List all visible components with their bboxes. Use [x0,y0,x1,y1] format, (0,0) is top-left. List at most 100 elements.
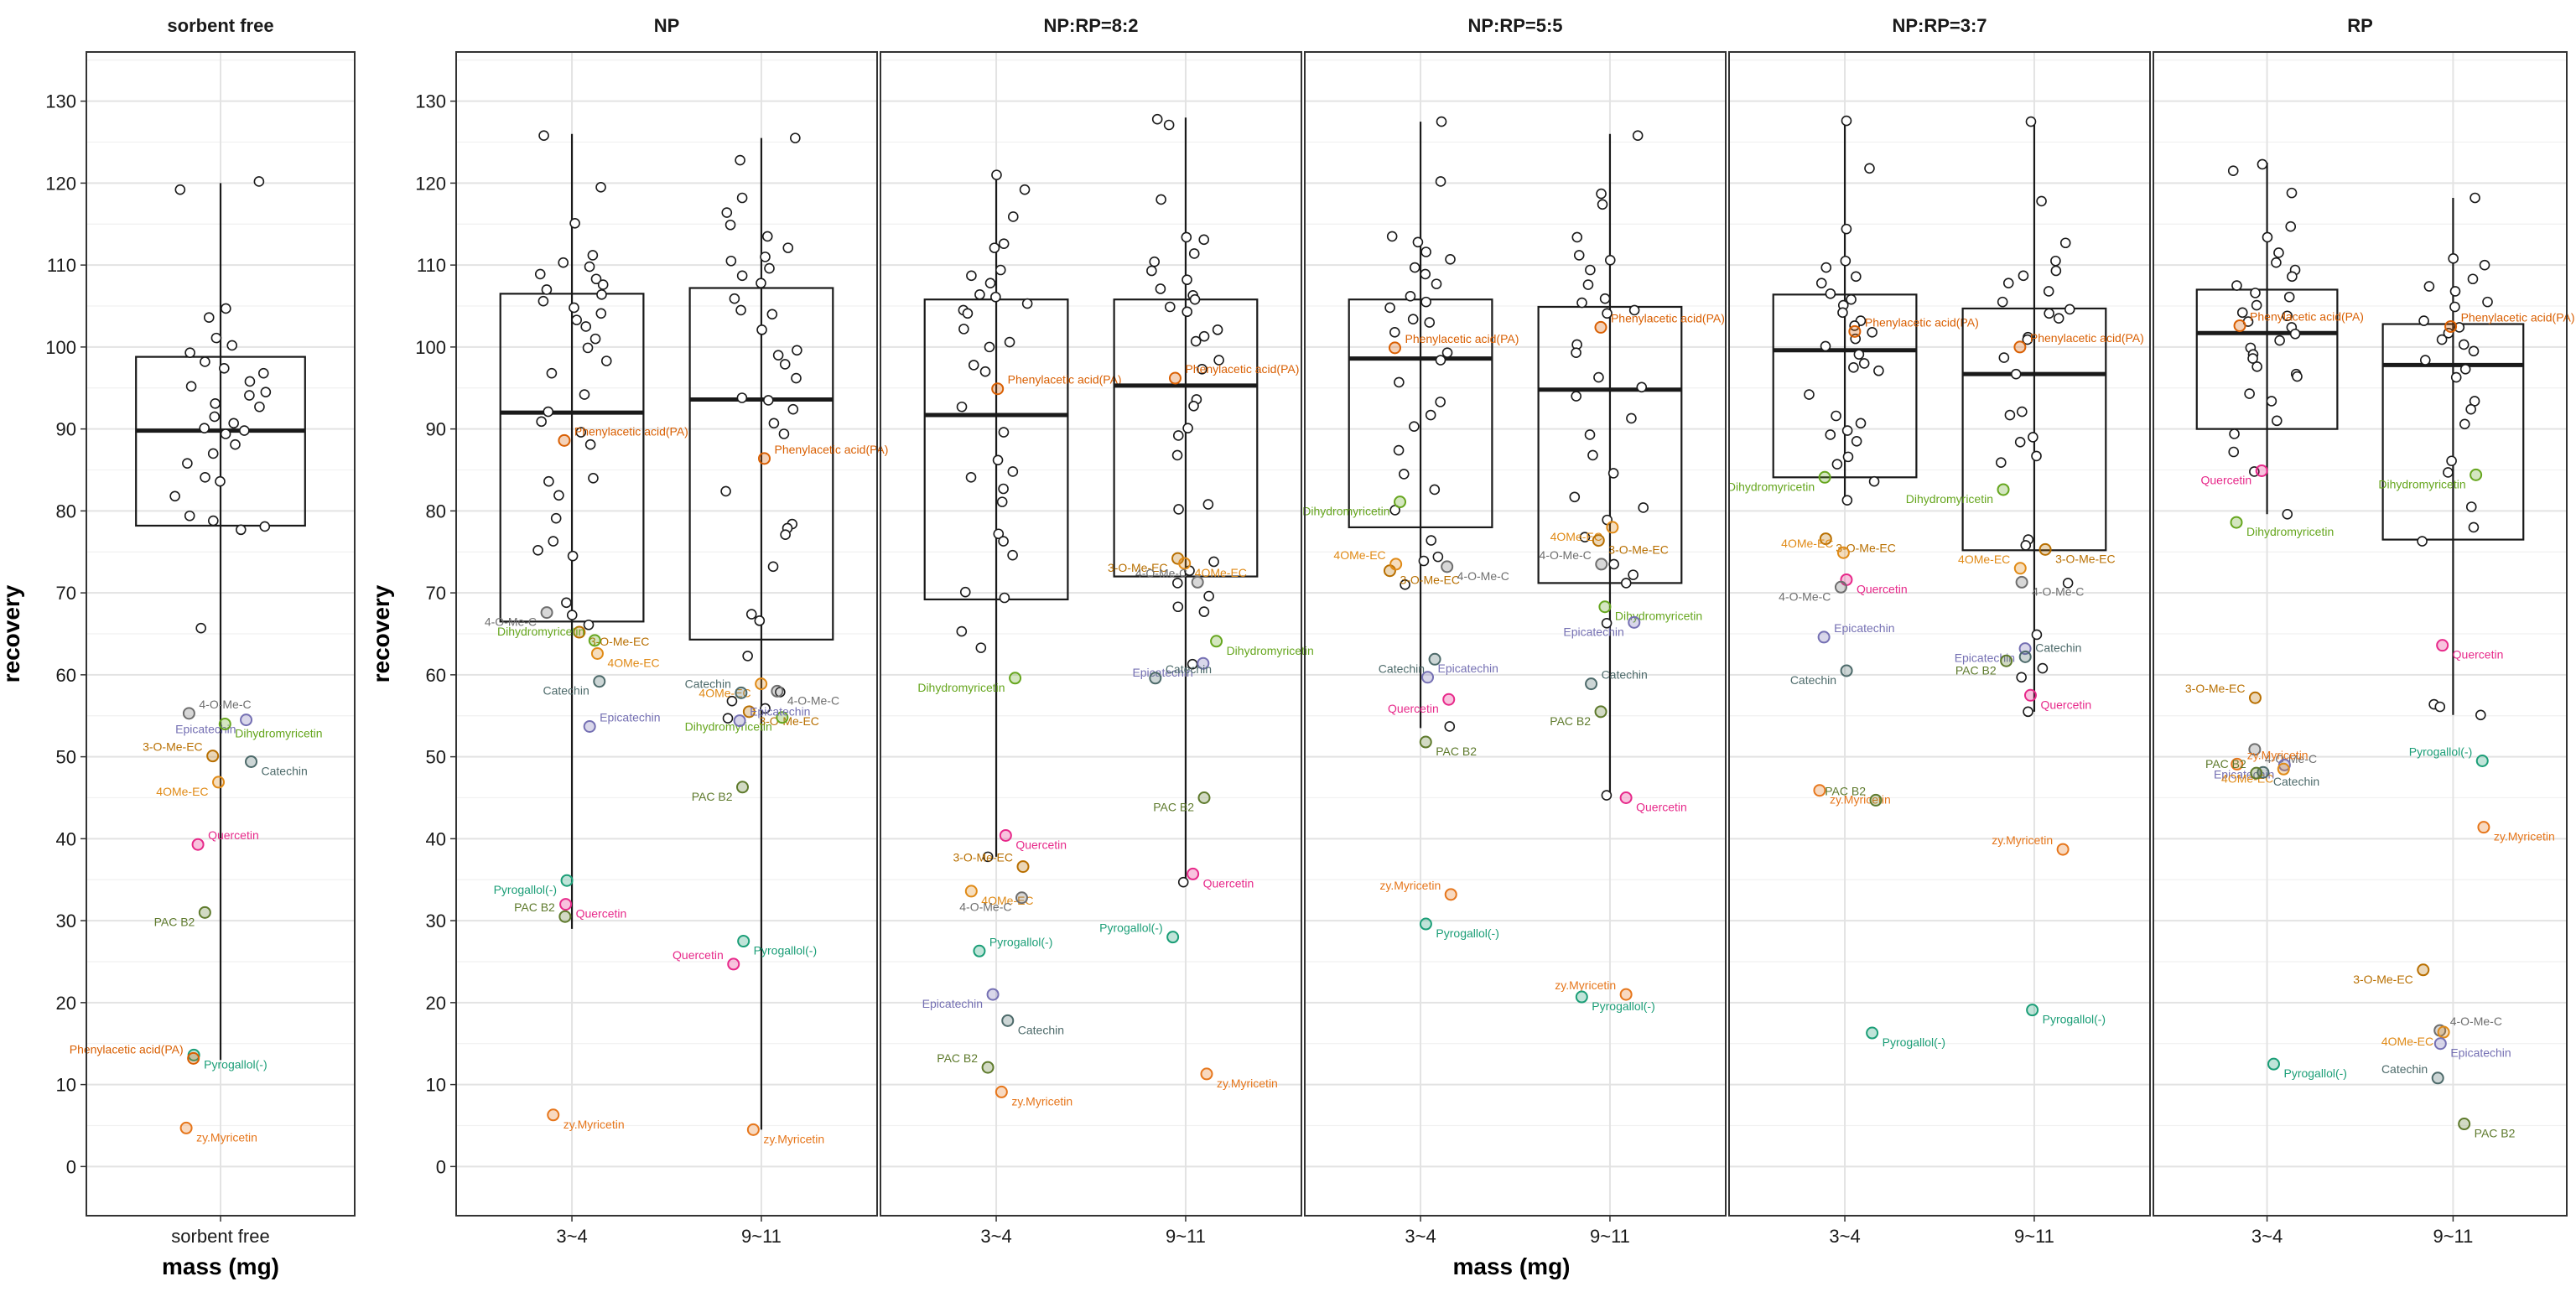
compound-point-3-o-me-ec [573,625,586,639]
data-point [975,642,987,653]
data-point [569,217,580,229]
y-tick-label: 50 [56,747,76,768]
data-point [1620,578,1632,589]
compound-label-zy-myricetin: zy.Myricetin [2247,748,2309,761]
compound-point-phenylacetic-acid-pa [1388,341,1401,355]
data-point [2062,578,2074,589]
data-point [1189,293,1201,305]
y-tick-label: 20 [426,993,446,1014]
compound-label-zy-myricetin: zy.Myricetin [564,1118,625,1131]
compound-point-4ome-ec [964,885,978,898]
compound-label-pac-b2: PAC B2 [2475,1127,2516,1140]
data-point [756,324,767,335]
compound-label-epicatechin: Epicatechin [922,997,983,1010]
compound-point-pac-b2 [1869,793,1883,807]
data-point [575,427,587,438]
compound-point-catechin [1001,1014,1015,1027]
compound-label-4-o-me-c: 4-O-Me-C [959,900,1011,914]
compound-label-epicatechin: Epicatechin [600,710,660,724]
data-point [226,340,238,351]
data-point [787,403,799,415]
compound-point-pac-b2 [1197,791,1211,804]
data-point [968,360,979,371]
compound-label-pyrogallol: Pyrogallol(-) [204,1057,267,1071]
data-point [2262,231,2273,243]
data-point [1171,578,1183,589]
data-point [2423,281,2435,292]
x-tick-label: 3~4 [2251,1226,2283,1247]
data-point [590,273,602,285]
data-point [766,309,778,320]
data-point [959,586,971,598]
data-point [2417,536,2428,547]
compound-label-4-o-me-c: 4-O-Me-C [1135,566,1187,579]
data-point [780,529,791,541]
compound-label-dihydromyricetin: Dihydromyricetin [2246,525,2334,538]
data-point [2250,288,2261,298]
compound-label-quercetin: Quercetin [2040,698,2091,711]
compound-point-3-o-me-ec [1592,534,1605,547]
data-point [1198,234,1210,246]
data-point [721,207,733,218]
data-point [244,376,256,387]
y-tick-label: 20 [56,993,76,1014]
compound-label-zy-myricetin: zy.Myricetin [1555,978,1616,992]
compound-label-phenylacetic-acid-pa: Phenylacetic acid(PA) [1611,311,1725,324]
data-point [1441,347,1453,359]
compound-point-dihydromyricetin [2230,516,2243,529]
compound-label-zy-myricetin: zy.Myricetin [763,1132,824,1145]
data-point [1571,231,1583,243]
data-point [2436,334,2448,345]
compound-point-epicatechin [240,713,253,727]
data-point [761,231,773,242]
data-point [2468,345,2480,357]
compound-label-pyrogallol: Pyrogallol(-) [1099,921,1162,935]
compound-point-4ome-ec [590,646,604,660]
data-point [1804,389,1815,400]
data-point [184,510,195,521]
compound-point-pac-b2 [2000,654,2013,667]
panel-np-rp-5-5: NP:RP=5:5 Phenylacetic acid(PA) Dihydromyr… [1302,15,1727,1247]
panel-rp: RP Phenylacetic acid(PA) Quercetin Dihydrom… [2153,15,2575,1247]
compound-point-catechin [1840,664,1853,677]
y-tick-label: 0 [436,1156,446,1177]
data-point [998,427,1010,438]
compound-label-pyrogallol: Pyrogallol(-) [989,935,1052,948]
data-point [982,851,994,863]
compound-point-quercetin [2023,688,2037,702]
data-point [2043,286,2054,297]
data-point [1848,362,1859,373]
data-point [1604,254,1616,266]
panel-title: NP:RP=5:5 [1467,15,1562,36]
data-point [244,390,255,401]
data-point [2479,259,2490,271]
data-point [2228,446,2240,458]
compound-label-pac-b2: PAC B2 [1436,745,1477,758]
data-point [1007,549,1018,561]
data-point [956,625,968,637]
data-point [1841,223,1852,235]
data-point [2229,428,2240,439]
data-point [587,250,599,261]
x-tick-label: 9~11 [1590,1226,1630,1247]
y-tick-label: 50 [426,747,446,768]
data-point [1831,459,1843,470]
data-point [760,703,771,714]
data-point [1576,297,1587,309]
compound-point-pyrogallol [1166,931,1180,944]
compound-point-quercetin [727,957,740,971]
data-point [236,524,247,536]
compound-label-phenylacetic-acid-pa: Phenylacetic acid(PA) [574,424,688,438]
data-point [1394,376,1405,388]
data-point [1173,504,1184,515]
data-point [2227,165,2239,177]
compound-label-quercetin: Quercetin [576,907,627,921]
data-point [208,515,219,527]
compound-label-4-o-me-c: 4-O-Me-C [1540,548,1592,562]
data-point [1021,298,1033,309]
compound-point-pyrogallol [2475,755,2489,768]
y-tick-label: 130 [415,91,446,112]
compound-label-catechin: Catechin [262,764,308,777]
compound-label-3-o-me-ec: 3-O-Me-EC [1400,573,1460,587]
